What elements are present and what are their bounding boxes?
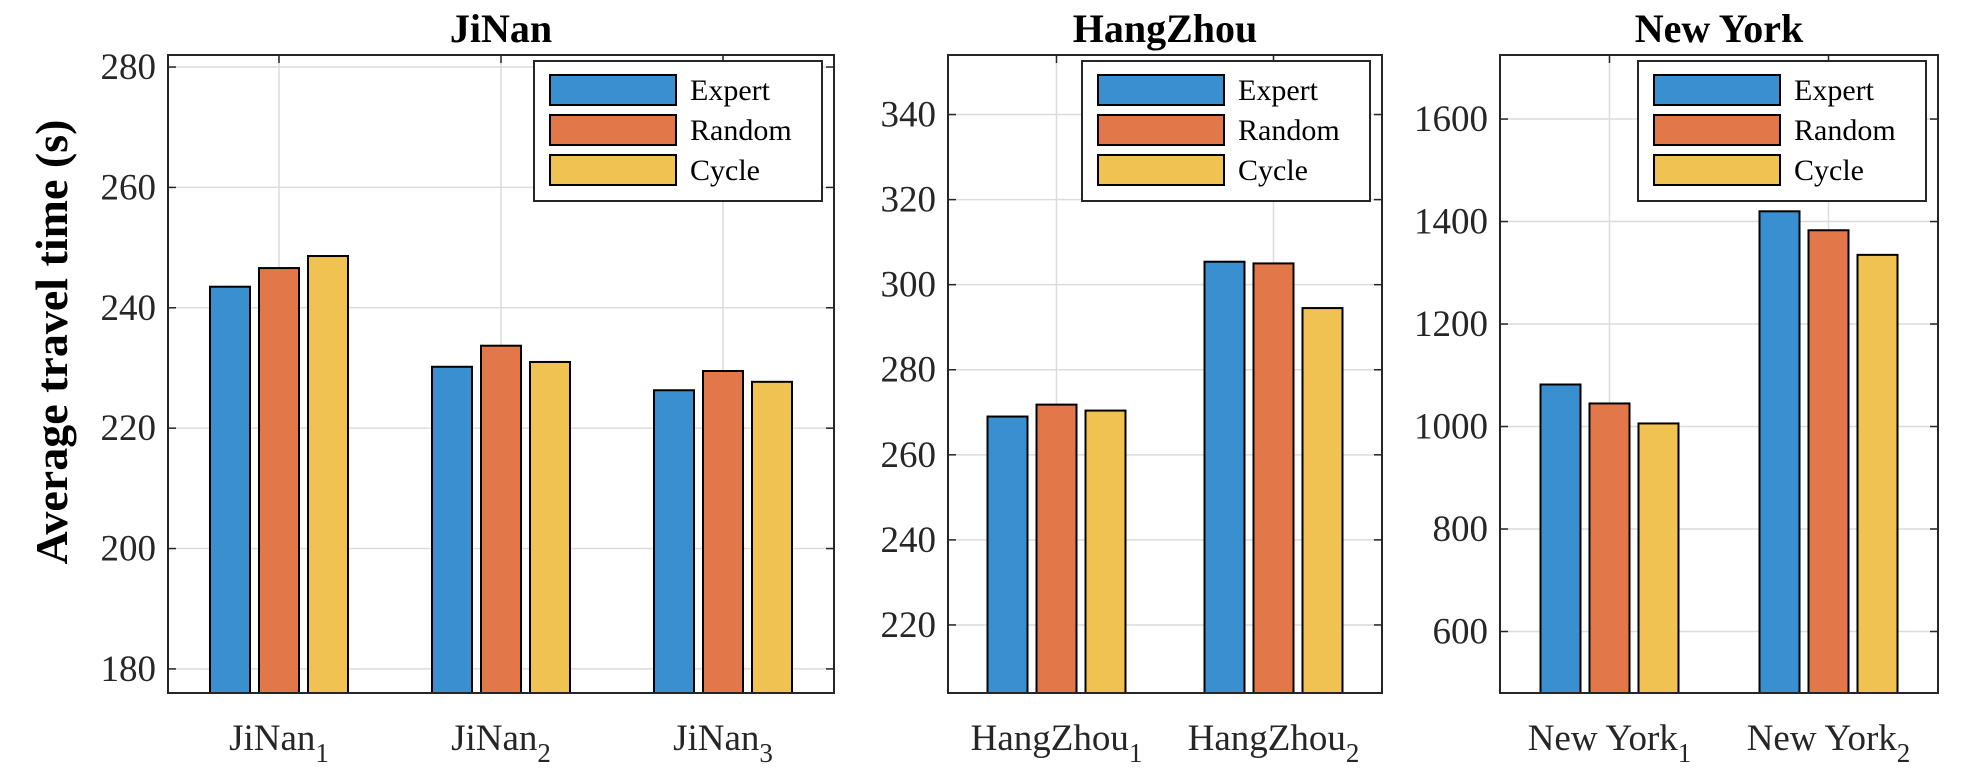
bar-cycle-2: [529, 360, 571, 694]
bar-expert-2: [1758, 210, 1801, 695]
bar-random-1: [258, 267, 300, 694]
bar-cycle-2: [1856, 253, 1899, 695]
legend-swatch-cycle: [1653, 154, 1781, 186]
x-tick-label-subscript: 3: [759, 738, 773, 768]
panel-title: New York: [1635, 6, 1804, 51]
y-tick-label: 220: [101, 408, 157, 449]
bar-expert-1: [986, 415, 1029, 694]
x-tick-label-base: JiNan: [451, 718, 537, 759]
bar-random-2: [480, 344, 522, 694]
legend: Expert Random Cycle: [533, 60, 823, 202]
y-tick-label: 320: [881, 180, 937, 221]
legend: Expert Random Cycle: [1637, 60, 1927, 202]
legend-swatch-expert: [1097, 74, 1225, 106]
axes-frame: [947, 54, 1383, 694]
axes-frame: [167, 54, 835, 694]
bar-cycle-3: [751, 380, 793, 694]
legend-swatch-random: [549, 114, 677, 146]
x-tick-label-subscript: 2: [1897, 738, 1911, 768]
x-tick-label: JiNan2: [451, 718, 551, 768]
x-tick-label-subscript: 1: [1678, 738, 1692, 768]
legend-swatch-cycle: [549, 154, 677, 186]
legend-swatch-random: [1653, 114, 1781, 146]
panel-title: HangZhou: [1073, 6, 1258, 51]
x-tick-label-subscript: 1: [1129, 738, 1143, 768]
legend-label-cycle: Cycle: [1238, 154, 1308, 187]
y-tick-label: 340: [881, 95, 937, 136]
x-tick-label: JiNan3: [673, 718, 773, 768]
axes-frame: [1499, 54, 1939, 694]
x-tick-label-base: JiNan: [229, 718, 315, 759]
y-tick-label: 200: [101, 529, 157, 570]
x-tick-label: New York1: [1528, 718, 1692, 768]
y-tick-label: 1000: [1414, 407, 1488, 448]
bar-cycle-2: [1301, 307, 1344, 694]
x-tick-label: New York2: [1747, 718, 1911, 768]
bar-expert-2: [1203, 260, 1246, 694]
legend-label-expert: Expert: [690, 74, 771, 107]
legend-swatch-expert: [1653, 74, 1781, 106]
bar-cycle-1: [1637, 422, 1680, 694]
y-tick-label: 280: [101, 47, 157, 88]
legend: Expert Random Cycle: [1081, 60, 1371, 202]
y-tick-label: 1600: [1414, 99, 1488, 140]
y-tick-label: 260: [101, 167, 157, 208]
x-tick-label-subscript: 1: [315, 738, 329, 768]
y-tick-label: 260: [881, 435, 937, 476]
x-tick-label-base: JiNan: [673, 718, 759, 759]
bar-expert-1: [209, 285, 251, 694]
x-tick-label: JiNan1: [229, 718, 329, 768]
bar-expert-2: [431, 365, 473, 694]
legend-swatch-expert: [549, 74, 677, 106]
legend-label-random: Random: [1238, 114, 1340, 147]
bar-cycle-1: [307, 255, 349, 694]
y-tick-label: 800: [1433, 509, 1489, 550]
legend-label-expert: Expert: [1794, 74, 1875, 107]
legend-label-random: Random: [1794, 114, 1896, 147]
bar-random-2: [1252, 262, 1295, 694]
y-tick-label: 600: [1433, 612, 1489, 653]
x-tick-label-base: HangZhou: [971, 718, 1129, 759]
y-tick-label: 1200: [1414, 304, 1488, 345]
legend-label-cycle: Cycle: [690, 154, 760, 187]
y-tick-label: 240: [881, 520, 937, 561]
x-tick-label-base: New York: [1528, 718, 1679, 759]
legend-label-cycle: Cycle: [1794, 154, 1864, 187]
bar-random-1: [1588, 402, 1631, 694]
bar-random-2: [1807, 229, 1850, 694]
x-tick-label: HangZhou2: [1188, 718, 1360, 768]
y-tick-label: 240: [101, 288, 157, 329]
panel-title: JiNan: [450, 6, 552, 51]
y-tick-label: 300: [881, 265, 937, 306]
y-tick-label: 180: [101, 649, 157, 690]
x-tick-label-subscript: 2: [1346, 738, 1360, 768]
legend-label-random: Random: [690, 114, 792, 147]
y-tick-label: 280: [881, 350, 937, 391]
bar-random-1: [1035, 403, 1078, 694]
bar-cycle-1: [1084, 409, 1127, 694]
x-tick-label: HangZhou1: [971, 718, 1143, 768]
legend-swatch-cycle: [1097, 154, 1225, 186]
y-tick-label: 1400: [1414, 202, 1488, 243]
legend-label-expert: Expert: [1238, 74, 1319, 107]
y-tick-label: 220: [881, 605, 937, 646]
bar-expert-1: [1539, 383, 1582, 694]
legend-swatch-random: [1097, 114, 1225, 146]
x-tick-label-base: HangZhou: [1188, 718, 1346, 759]
x-tick-label-subscript: 2: [537, 738, 551, 768]
x-tick-label-base: New York: [1747, 718, 1898, 759]
bar-expert-3: [653, 389, 695, 694]
bar-random-3: [702, 369, 744, 694]
y-axis-label: Average travel time (s): [26, 120, 77, 565]
